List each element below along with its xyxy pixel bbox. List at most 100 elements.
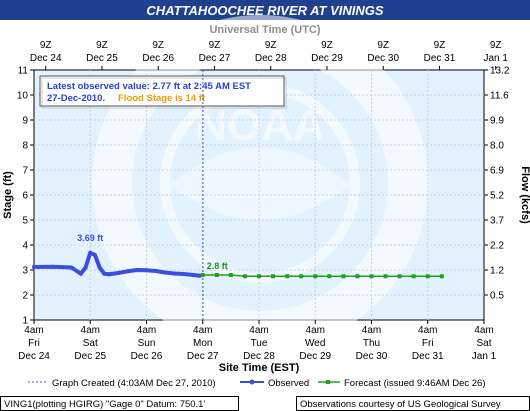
observed-point [125,269,130,274]
info-latest: Latest observed value: 2.77 ft at 2:45 A… [47,81,251,92]
observed-point [116,271,121,275]
y-tick-label: 4 [22,241,28,252]
x-tick-label-day: Fri [422,338,434,349]
forecast-line [202,274,443,277]
observed-point [191,273,196,277]
y2-tick-label: 6.9 [490,166,504,177]
x-tick-label-date: Dec 29 [299,351,331,362]
x-tick-label-time: 4am [418,325,437,336]
x-tick-label-time: 4am [474,325,493,336]
x-top-tick-label-date: Jan 1 [483,53,508,64]
x-tick-label-time: 4am [24,325,43,336]
forecast-point [355,274,360,279]
x-top-tick-label-time: 9Z [490,40,502,51]
x-tick-label-date: Dec 25 [74,351,106,362]
x-tick-label-time: 4am [306,325,325,336]
y2-tick-label: 2.2 [490,241,504,252]
x-tick-label-time: 4am [193,325,212,336]
y2-tick-label: 11.6 [490,91,509,102]
x-tick-label-date: Dec 31 [412,351,444,362]
observed-point [102,271,107,276]
x-tick-label-day: Sat [476,338,491,349]
x-tick-label-date: Dec 26 [131,351,163,362]
x-tick-label-day: Sat [83,338,98,349]
x-top-tick-label-date: Dec 28 [255,53,287,64]
forecast-point [200,273,205,277]
x-tick-label-date: Dec 28 [243,351,275,362]
footer-left: VING1(plotting HGIRG) "Gage 0" Datum: 75… [4,399,205,410]
info-box: Latest observed value: 2.77 ft at 2:45 A… [39,75,287,109]
x-tick-label-day: Mon [193,338,212,349]
forecast-point [341,274,346,279]
chart-title: CHATTAHOOCHEE RIVER AT VININGS [146,3,383,18]
forecast-point [242,274,247,279]
y-tick-label: 6 [22,191,28,202]
x-tick-label-time: 4am [137,325,156,336]
x-top-tick-label-date: Dec 26 [142,53,174,64]
left-axis-title: Stage (ft) [2,171,14,219]
observed-point [144,268,149,273]
forecast-point [369,274,374,279]
x-top-tick-label-time: 9Z [321,40,333,51]
legend-observed-marker [249,379,255,385]
y-tick-label: 5 [22,216,28,227]
observed-point [92,253,97,257]
x-tick-label-day: Thu [363,338,380,349]
y2-tick-label: 13.2 [490,66,510,77]
y2-tick-label: 0.5 [490,291,504,302]
x-top-tick-label-date: Dec 31 [424,53,456,64]
legend-forecast: Forecast (issued 9:46AM Dec 26) [344,378,486,389]
info-date: 27-Dec-2010. [47,93,105,104]
x-top-tick-label-date: Dec 24 [30,53,62,64]
x-top-tick-label-time: 9Z [152,40,164,51]
watermark-text: NOAA [195,101,325,150]
legend-observed: Observed [268,378,309,389]
observed-point [153,269,158,273]
x-tick-label-time: 4am [81,325,100,336]
y2-tick-label: 9.9 [490,116,504,127]
x-tick-label-day: Wed [305,338,325,349]
y-tick-label: 2 [22,291,28,302]
title-banner [0,0,530,20]
noaa-watermark: NOAA [92,15,428,351]
forecast-point [411,274,416,279]
x-top-tick-label-time: 9Z [265,40,277,51]
observed-point [172,271,177,276]
info-flood-stage: Flood Stage is 14 ft [118,93,206,104]
y-tick-label: 8 [22,141,28,152]
x-tick-label-date: Dec 27 [187,351,219,362]
observed-point [50,264,55,269]
y-tick-label: 3 [22,266,28,277]
y2-tick-label: 5.2 [490,191,504,202]
observed-point [32,265,36,269]
observed-point [107,272,111,277]
observed-point [97,265,102,270]
x-top-tick-label-time: 9Z [377,40,389,51]
x-top-tick-label-date: Dec 30 [367,53,399,64]
x-top-tick-label-date: Dec 27 [199,53,231,64]
x-tick-label-day: Tue [251,338,268,349]
legend-graph-created: Graph Created (4:03AM Dec 27, 2010) [52,378,216,389]
observed-point [83,265,88,270]
x-tick-label-time: 4am [249,325,268,336]
observed-point [163,270,168,275]
legend: Graph Created (4:03AM Dec 27, 2010) Obse… [28,378,486,389]
forecast-point [299,274,304,279]
data-label: 2.8 ft [207,261,228,271]
x-tick-label-date: Dec 24 [18,351,50,362]
x-top-tick-label-time: 9Z [40,40,52,51]
x-top-tick-label-time: 9Z [209,40,221,51]
x-tick-label-day: Sun [138,338,156,349]
y-tick-label: 10 [17,91,29,102]
data-label: 3.69 ft [77,233,103,243]
y2-tick-label: 8.0 [490,141,504,152]
bottom-axis-title: Site Time (EST) [219,362,300,374]
forecast-point [285,274,290,279]
forecast-point [327,274,332,279]
forecast-point [313,274,318,279]
x-top-tick-label-date: Dec 29 [311,53,343,64]
y2-tick-label: 3.7 [490,216,504,227]
forecast-point [397,274,402,279]
forecast-point [214,273,219,277]
